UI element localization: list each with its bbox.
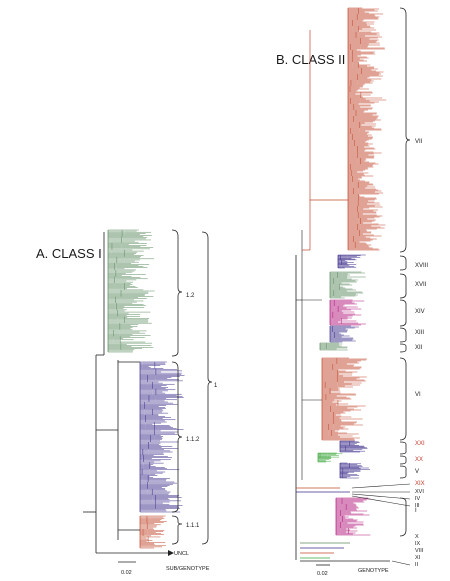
label-genotype-x: X bbox=[415, 534, 419, 540]
bracket-1-2 bbox=[171, 229, 183, 357]
bracket-v bbox=[399, 465, 407, 479]
class-ii-brackets bbox=[351, 7, 411, 566]
bracket-1-1-2 bbox=[171, 361, 183, 513]
scale-label-b: 0.02 bbox=[317, 571, 328, 577]
label-genotype-xviii: XVIII bbox=[415, 263, 428, 269]
panel-a-title: A. CLASS I bbox=[36, 246, 102, 261]
label-genotype-xvi: XVI bbox=[415, 489, 424, 495]
class-ii-tree bbox=[295, 7, 390, 562]
label-genotype-viii: VIII bbox=[415, 548, 424, 554]
label-genotype-iii: III bbox=[415, 503, 420, 509]
bracket-xiv bbox=[399, 299, 407, 327]
label-subgenotype-1-1-1: 1.1.1 bbox=[186, 523, 200, 529]
bracket-xxi bbox=[399, 441, 407, 455]
class-i-brackets bbox=[171, 229, 213, 545]
pointer-iii bbox=[351, 495, 411, 507]
panel-a-class-i: A. CLASS I 1.2 1.1.2 1.1.1 1 UNCL 0.02 S… bbox=[36, 229, 218, 576]
label-genotype-xxi: XXI bbox=[415, 441, 425, 447]
label-genotype-xiii: XIII bbox=[415, 330, 424, 336]
scale-label-a: 0.02 bbox=[121, 570, 132, 576]
pointer-ii bbox=[391, 560, 411, 566]
label-subgenotype-1-2: 1.2 bbox=[186, 293, 195, 299]
bracket-xviii bbox=[399, 255, 407, 271]
label-genotype-ix: IX bbox=[415, 541, 421, 547]
label-genotype-i: I bbox=[415, 508, 417, 514]
label-genotype-xiv: XIV bbox=[415, 309, 425, 315]
bracket-vi bbox=[399, 357, 407, 441]
label-genotype-1: 1 bbox=[214, 383, 218, 389]
bracket-vii bbox=[399, 7, 411, 253]
label-genotype-xx: XX bbox=[415, 457, 423, 463]
bracket-xvii bbox=[399, 273, 407, 299]
label-uncl: UNCL bbox=[174, 551, 189, 557]
bracket-xii bbox=[399, 343, 407, 353]
label-genotype-xix: XIX bbox=[415, 481, 425, 487]
label-genotype-xvii: XVII bbox=[415, 282, 427, 288]
label-genotype-iv: IV bbox=[415, 496, 421, 502]
label-genotype-v: V bbox=[415, 469, 419, 475]
bracket-1-1-1 bbox=[171, 515, 183, 545]
label-genotype-vi: VI bbox=[415, 392, 421, 398]
axis-caption-a: SUB/GENOTYPE bbox=[166, 566, 210, 572]
label-subgenotype-1-1-2: 1.1.2 bbox=[186, 437, 200, 443]
label-genotype-xii: XII bbox=[415, 345, 423, 351]
label-genotype-ii: II bbox=[415, 562, 419, 568]
bracket-xiii bbox=[399, 327, 407, 343]
uncl-arrow bbox=[168, 550, 174, 556]
bracket-genotype-1 bbox=[201, 231, 213, 545]
pointer-iv bbox=[351, 493, 411, 500]
class-i-tree bbox=[83, 229, 185, 556]
axis-caption-b: GENOTYPE bbox=[358, 568, 389, 574]
label-genotype-xi: XI bbox=[415, 555, 421, 561]
panel-b-class-ii: B. CLASS II VII XVIII XVII XIV XIII XII … bbox=[276, 7, 428, 577]
pointer-xix bbox=[351, 483, 411, 489]
label-genotype-vii: VII bbox=[415, 139, 423, 145]
bracket-xx bbox=[399, 455, 407, 465]
panel-b-title: B. CLASS II bbox=[276, 52, 345, 67]
bracket-i bbox=[399, 497, 407, 537]
